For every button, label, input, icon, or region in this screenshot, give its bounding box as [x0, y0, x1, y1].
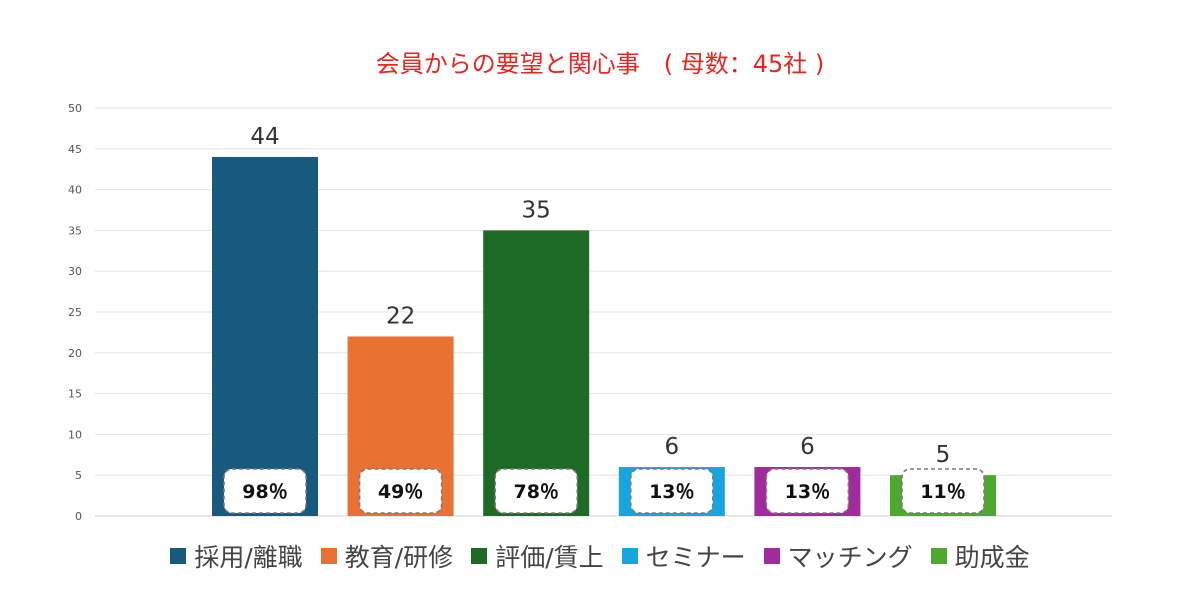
- legend-swatch: [170, 548, 187, 564]
- data-label: 35: [522, 197, 551, 223]
- percent-label: 13％: [649, 481, 694, 503]
- percent-badge: [494, 468, 579, 514]
- y-tick-label: 15: [68, 388, 82, 401]
- legend: 採用/離職 教育/研修 評価/賃上 セミナー マッチング 助成金: [0, 536, 1200, 576]
- legend-swatch: [621, 548, 638, 564]
- data-label: 22: [386, 303, 415, 329]
- legend-label: マッチング: [787, 543, 913, 572]
- percent-label: 13％: [785, 481, 830, 503]
- data-label: 44: [250, 124, 279, 150]
- y-tick-label: 10: [68, 428, 82, 441]
- y-axis-ticks: 0 5 10 15 20 25 30 35 40 45 50: [68, 102, 82, 523]
- legend-label: 助成金: [954, 543, 1030, 572]
- percent-badge: [223, 468, 307, 514]
- y-tick-label: 45: [68, 143, 82, 156]
- y-tick-label: 25: [68, 306, 82, 319]
- y-tick-label: 20: [68, 347, 82, 360]
- legend-swatch: [763, 548, 780, 564]
- data-label: 6: [800, 434, 815, 460]
- percent-label: 78％: [513, 481, 558, 503]
- percent-label: 11％: [920, 481, 965, 503]
- bar-3: [483, 230, 590, 516]
- legend-label: セミナー: [645, 543, 746, 572]
- legend-item: 教育/研修: [320, 538, 454, 574]
- percent-badge: [358, 468, 443, 514]
- legend-item: 助成金: [930, 538, 1030, 574]
- legend-swatch: [471, 548, 488, 564]
- legend-item: 採用/離職: [170, 538, 303, 574]
- y-tick-label: 50: [68, 102, 82, 115]
- y-tick-label: 0: [75, 510, 82, 523]
- legend-label: 評価/賃上: [495, 543, 604, 572]
- chart-title: 会員からの要望と関心事 ( 母数：45社 ): [375, 50, 825, 78]
- legend-swatch: [320, 548, 337, 564]
- legend-item: セミナー: [621, 538, 746, 574]
- legend-swatch: [930, 548, 947, 564]
- legend-label: 教育/研修: [344, 543, 454, 572]
- percent-badge: [901, 468, 985, 514]
- data-label: 5: [936, 442, 951, 468]
- y-tick-label: 5: [75, 469, 82, 482]
- bar-1: [212, 156, 318, 516]
- legend-item: マッチング: [763, 538, 913, 574]
- percent-badge: [765, 468, 850, 514]
- y-tick-label: 35: [68, 224, 82, 237]
- percent-label: 49％: [378, 481, 423, 503]
- legend-label: 採用/離職: [194, 543, 303, 572]
- data-label: 6: [664, 434, 679, 460]
- legend-item: 評価/賃上: [471, 538, 604, 574]
- y-tick-label: 30: [68, 265, 82, 278]
- percent-label: 98％: [242, 481, 287, 503]
- percent-badge: [629, 468, 714, 514]
- y-tick-label: 40: [68, 184, 82, 197]
- bars: 44 98％ 22 49％ 35 78％ 6 13％ 6 13％ 5 11％: [212, 124, 996, 516]
